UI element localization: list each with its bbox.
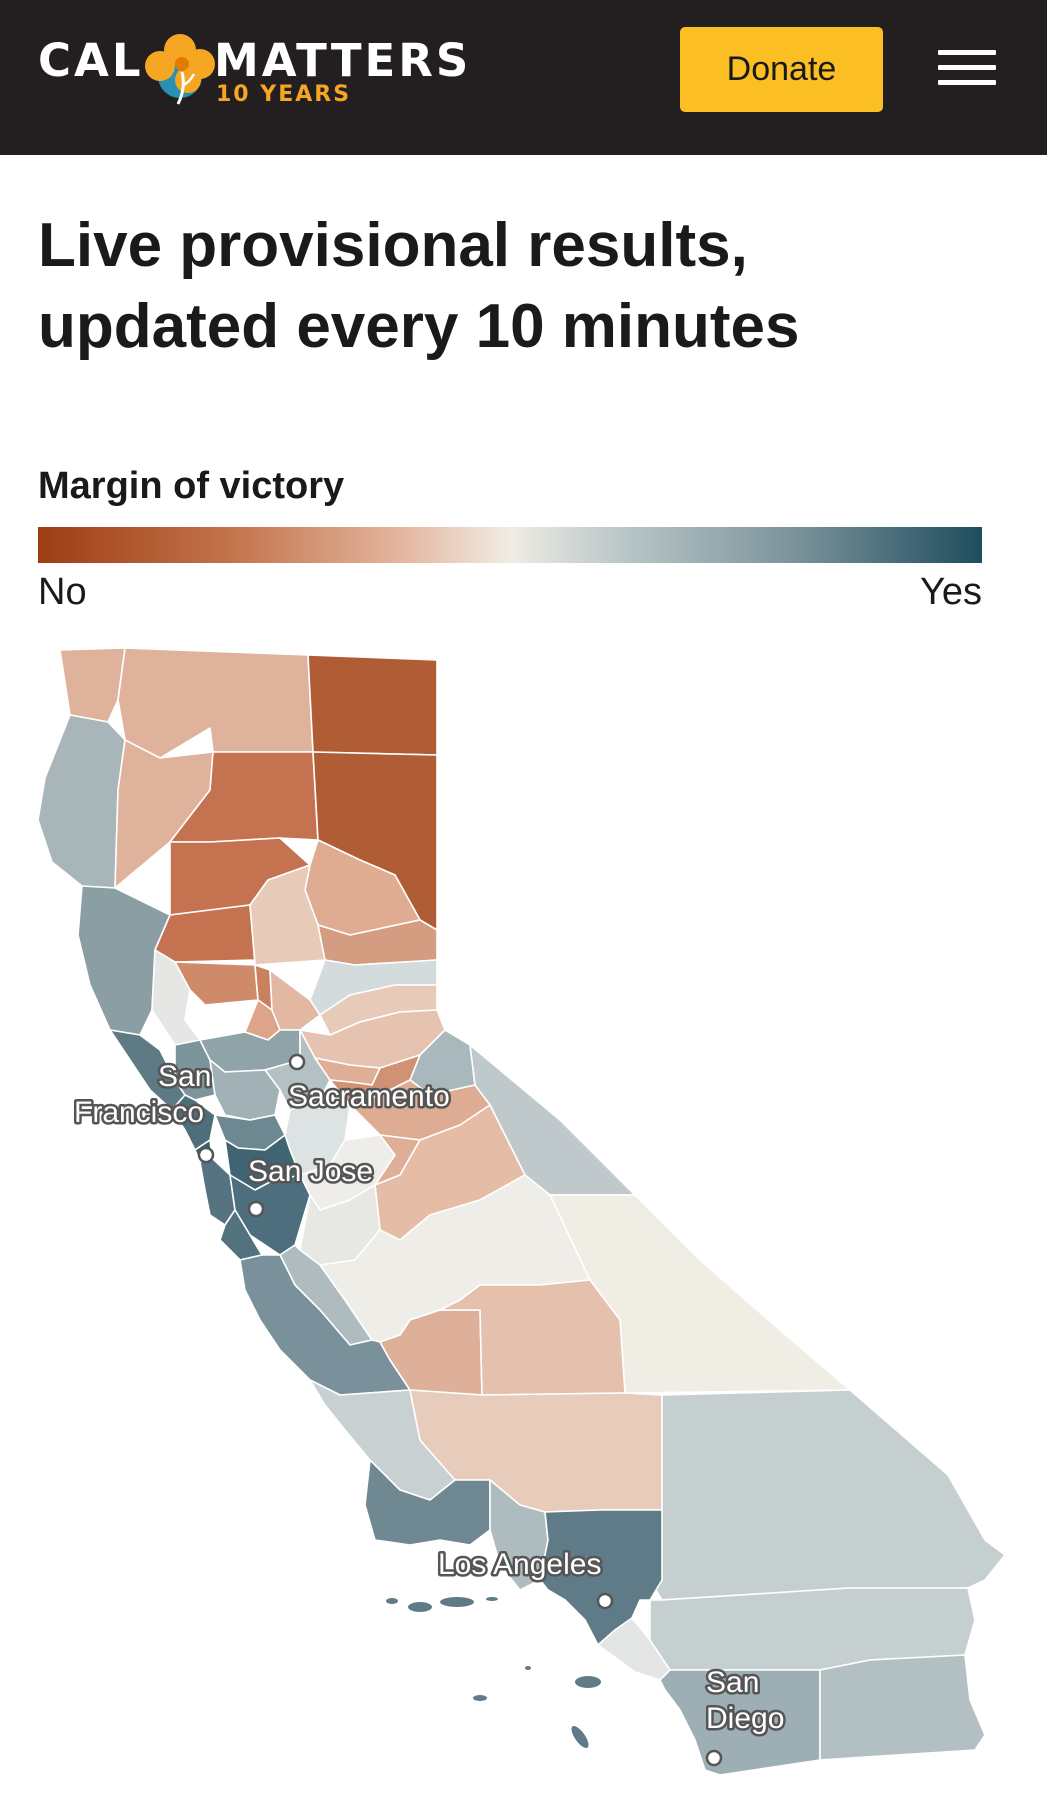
island-san-miguel [386,1598,398,1604]
logo-anniversary-text: 10 YEARS [216,82,352,107]
city-dot-san-francisco [197,1146,215,1164]
legend-no-label: No [38,571,87,613]
county-tulare[interactable] [439,1279,626,1396]
calmatters-logo[interactable]: CAL MATTERS 10 YEARS [38,28,478,112]
city-dot-los-angeles [596,1592,614,1610]
county-siskiyou[interactable] [117,647,314,759]
logo-text-left: CAL [38,34,144,87]
city-label-san-diego: San Diego [706,1666,784,1735]
logo-text-right: MATTERS [214,34,472,87]
city-dot-san-diego [705,1749,723,1767]
site-header: CAL MATTERS 10 YEARS Donate [0,0,1047,155]
hamburger-menu-icon[interactable] [938,48,996,88]
county-del-norte[interactable] [59,647,126,723]
county-imperial[interactable] [819,1654,986,1761]
county-modoc[interactable] [307,654,438,756]
island-santa-cruz [440,1597,474,1607]
island-santa-rosa [408,1602,432,1612]
island-anacapa [486,1597,498,1601]
page-title: Live provisional results, updated every … [38,205,998,367]
city-dot-sacramento [288,1053,306,1071]
county-butte[interactable] [249,864,326,966]
island-santa-barbara [525,1666,531,1670]
island-san-clemente [571,1725,589,1749]
legend-color-scale [38,527,982,563]
county-san-bernardino[interactable] [649,1389,1006,1601]
donate-button[interactable]: Donate [680,27,883,112]
legend-title: Margin of victory [38,465,345,507]
legend-yes-label: Yes [920,571,982,613]
page-title-line-2: updated every 10 minutes [38,292,800,361]
city-label-san-francisco: San Francisco [74,1060,211,1129]
city-label-los-angeles: Los Angeles [438,1548,601,1581]
page-title-line-1: Live provisional results, [38,211,748,280]
city-label-sacramento: Sacramento [288,1080,450,1113]
california-county-map[interactable]: Sacramento San Francisco San Jose Los Ang… [0,630,1047,1800]
county-colusa[interactable] [174,961,259,1006]
city-label-san-jose: San Jose [248,1155,373,1188]
county-santa-barbara[interactable] [364,1459,491,1546]
island-santa-catalina [575,1676,601,1688]
county-humboldt[interactable] [37,714,126,889]
county-glenn[interactable] [154,904,256,963]
county-mendocino[interactable] [77,885,171,1036]
city-dot-san-jose [247,1200,265,1218]
island-san-nicolas [473,1695,487,1701]
poppy-logo-icon [145,34,215,105]
